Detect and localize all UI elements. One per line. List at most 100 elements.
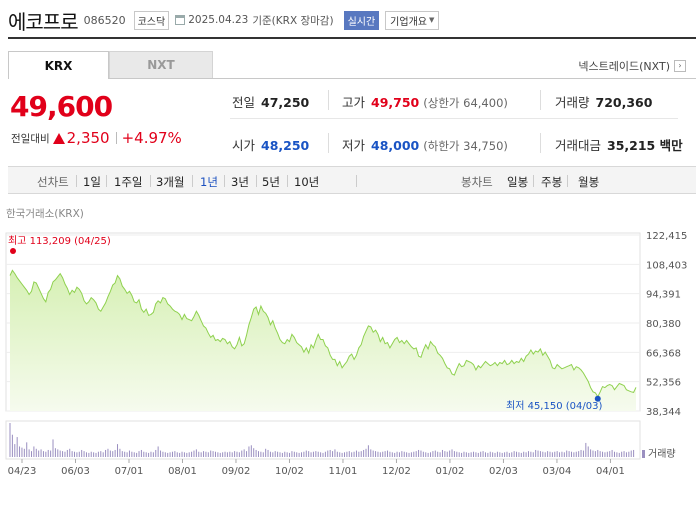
candle-button[interactable]: 주봉 xyxy=(541,175,563,189)
realtime-button[interactable]: 실시간 xyxy=(343,10,380,30)
volume-bar xyxy=(42,451,44,457)
period-button[interactable]: 10년 xyxy=(294,175,320,189)
volume-bar xyxy=(148,452,150,457)
stat-volume-label: 거래량 xyxy=(555,95,590,110)
volume-bar xyxy=(506,451,508,457)
period-button[interactable]: 3개월 xyxy=(156,175,185,189)
volume-bar xyxy=(527,451,529,457)
volume-bar xyxy=(109,450,111,457)
volume-bar xyxy=(539,451,541,457)
volume-bar xyxy=(401,451,403,457)
volume-bar xyxy=(198,451,200,457)
volume-bar xyxy=(324,451,326,457)
volume-bar xyxy=(289,452,291,457)
volume-bar xyxy=(563,452,565,457)
min-price-label: 최저 45,150 (04/03) xyxy=(506,400,602,412)
volume-bar xyxy=(281,452,283,457)
volume-bar xyxy=(183,452,185,457)
volume-bar xyxy=(226,452,228,457)
volume-bar xyxy=(363,449,365,457)
volume-bar xyxy=(370,449,372,457)
x-tick-label: 07/01 xyxy=(115,466,144,477)
volume-bar xyxy=(425,452,427,457)
volume-bar xyxy=(351,452,353,457)
period-divider xyxy=(533,175,534,187)
period-divider xyxy=(567,175,568,187)
change-percent: +4.97% xyxy=(121,129,182,147)
price-change: 전일대비 2,350 +4.97% xyxy=(11,129,182,147)
header-basis: 기준(KRX 장마감) xyxy=(252,14,334,27)
volume-bar xyxy=(566,450,568,457)
volume-bar xyxy=(616,452,618,457)
volume-bar xyxy=(78,451,80,457)
volume-bar xyxy=(348,451,350,457)
x-tick-label: 02/03 xyxy=(489,466,518,477)
nxt-link[interactable]: 넥스트레이드(NXT) › xyxy=(578,58,686,74)
company-overview-button[interactable]: 기업개요 ▼ xyxy=(385,10,440,30)
volume-bar xyxy=(246,451,248,457)
volume-bar xyxy=(520,452,522,457)
volume-bar xyxy=(21,447,23,457)
volume-bar xyxy=(453,451,455,457)
volume-bar xyxy=(475,452,477,457)
volume-bar xyxy=(492,452,494,457)
volume-bar xyxy=(124,451,126,457)
period-button[interactable]: 3년 xyxy=(231,175,249,189)
volume-bar xyxy=(575,451,577,457)
volume-bar xyxy=(633,449,635,457)
volume-bar xyxy=(602,451,604,457)
period-divider xyxy=(224,175,225,187)
volume-bar xyxy=(391,452,393,457)
volume-bar xyxy=(372,450,374,457)
volume-bar xyxy=(35,448,37,457)
candle-button[interactable]: 월봉 xyxy=(578,175,600,189)
volume-bar xyxy=(105,449,107,457)
volume-bar xyxy=(267,449,269,457)
caret-down-icon: ▼ xyxy=(428,16,435,24)
y-tick-label: 80,380 xyxy=(646,319,681,330)
period-button[interactable]: 5년 xyxy=(262,175,280,189)
y-tick-label: 122,415 xyxy=(646,231,687,242)
volume-bar xyxy=(437,451,439,457)
volume-bar xyxy=(458,452,460,457)
volume-bar xyxy=(274,451,276,457)
y-tick-label: 66,368 xyxy=(646,348,681,359)
volume-bar xyxy=(164,452,166,457)
volume-bar xyxy=(504,452,506,457)
volume-bar xyxy=(11,434,13,457)
volume-bar xyxy=(145,452,147,457)
volume-bar xyxy=(451,449,453,457)
candle-button[interactable]: 일봉 xyxy=(507,175,529,189)
x-tick-label: 11/01 xyxy=(329,466,358,477)
volume-bar xyxy=(544,452,546,457)
volume-bar xyxy=(609,451,611,457)
volume-bar xyxy=(410,452,412,457)
period-button[interactable]: 1주일 xyxy=(114,175,143,189)
volume-bar xyxy=(14,444,16,457)
volume-bar xyxy=(358,451,360,457)
volume-bar xyxy=(162,451,164,457)
volume-bar xyxy=(439,452,441,457)
price-line xyxy=(9,269,637,398)
volume-bar xyxy=(389,451,391,457)
period-button[interactable]: 1일 xyxy=(83,175,101,189)
volume-bar xyxy=(47,449,49,457)
volume-bar xyxy=(511,452,513,457)
volume-bar xyxy=(606,451,608,457)
volume-bar xyxy=(160,450,162,457)
stat-amount-label: 거래대금 xyxy=(555,138,602,153)
volume-bar xyxy=(559,452,561,457)
volume-bar xyxy=(69,448,71,457)
line-chart-label[interactable]: 선차트 xyxy=(37,175,69,189)
volume-bar xyxy=(33,446,35,457)
price-chart[interactable]: 122,415 108,403 94,391 80,380 66,368 52,356 38… xyxy=(0,225,696,515)
volume-bar xyxy=(332,451,334,457)
candle-chart-label[interactable]: 봉차트 xyxy=(461,175,493,189)
volume-bar xyxy=(28,449,30,457)
volume-bar xyxy=(315,451,317,457)
tab-krx[interactable]: KRX xyxy=(8,51,109,79)
tab-nxt[interactable]: NXT xyxy=(109,51,213,79)
volume-bar xyxy=(578,451,580,457)
volume-bar xyxy=(465,452,467,457)
period-button-selected[interactable]: 1년 xyxy=(200,175,218,189)
